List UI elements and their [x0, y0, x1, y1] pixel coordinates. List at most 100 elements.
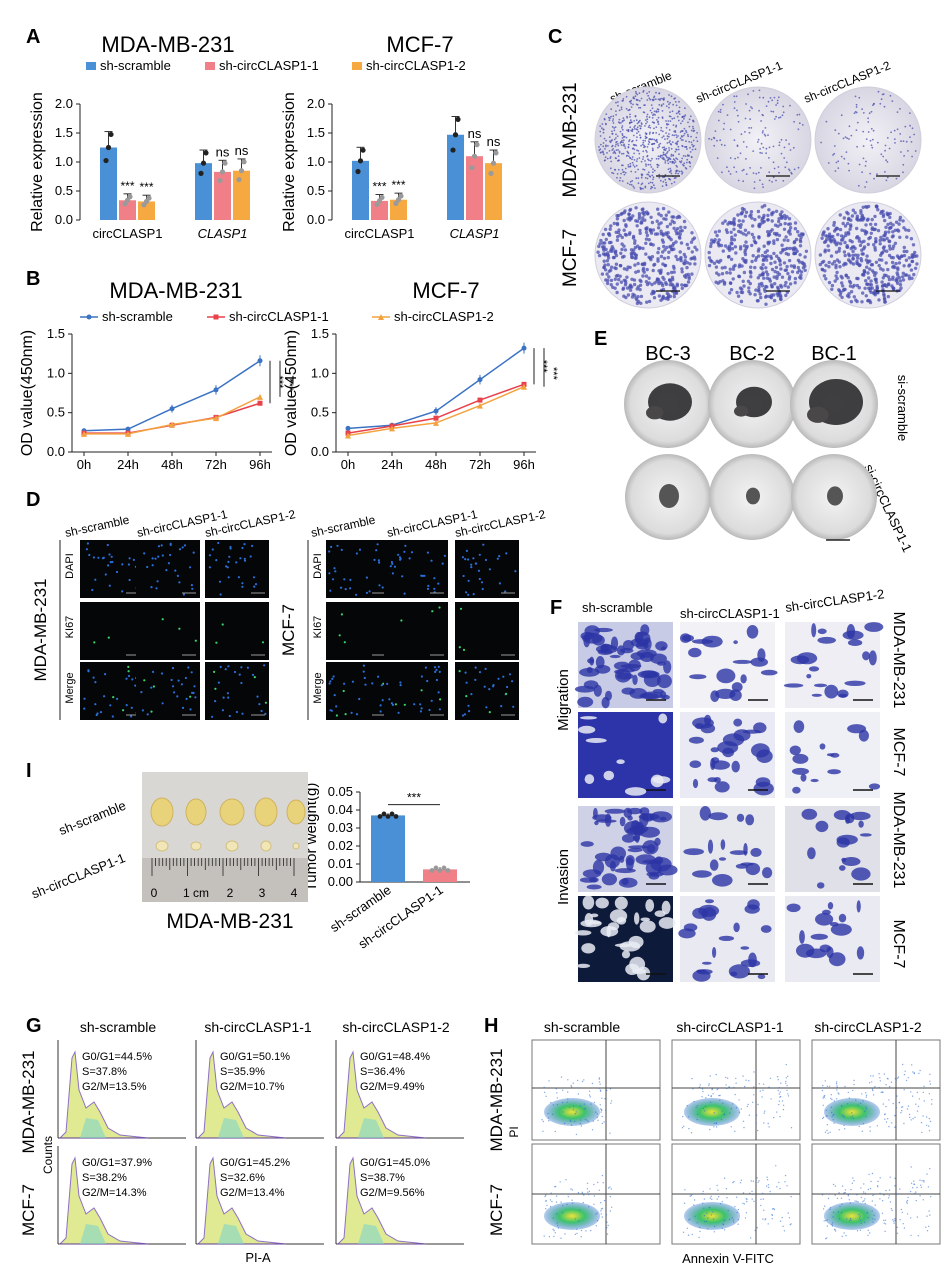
cell-dot: [611, 139, 613, 141]
event-dot: [897, 1076, 900, 1078]
event-dot: [610, 1100, 613, 1102]
cell-dot: [686, 246, 691, 250]
cell-dot: [678, 100, 680, 103]
event-dot: [761, 1192, 764, 1195]
cell-dot: [735, 290, 739, 295]
cell-dot: [651, 174, 654, 177]
event-dot: [755, 1114, 758, 1116]
cell-dot: [769, 295, 773, 299]
cell-dot: [664, 213, 668, 217]
event-dot: [556, 1222, 558, 1224]
cell-dot: [644, 252, 648, 256]
stained-cell: [589, 877, 599, 883]
cell-dot: [902, 249, 906, 254]
cell-dot: [778, 258, 782, 262]
stained-cell: [819, 743, 826, 750]
event-dot: [721, 1110, 723, 1112]
event-dot: [689, 1218, 691, 1220]
cell-dot: [753, 293, 757, 297]
cell-dot: [895, 271, 899, 275]
cell-dot: [612, 122, 615, 124]
spheroid-lobe: [646, 406, 664, 420]
cell-dot: [627, 232, 632, 236]
cell-dot: [611, 255, 616, 260]
nucleus: [249, 555, 252, 558]
stained-cell: [730, 971, 738, 977]
cell-dot: [853, 112, 856, 115]
cell-dot: [872, 270, 876, 275]
event-dot: [784, 1181, 786, 1183]
event-dot: [567, 1196, 569, 1198]
event-dot: [863, 1200, 865, 1202]
cell-dot: [650, 282, 654, 287]
cell-dot: [642, 213, 646, 217]
event-dot: [702, 1107, 705, 1110]
event-dot: [778, 1086, 780, 1089]
cell-dot: [610, 160, 613, 163]
y-tick-label: 0.01: [328, 856, 353, 871]
cell-dot: [792, 240, 796, 245]
cell-dot: [662, 103, 665, 105]
cell-dot: [648, 116, 651, 119]
cell-dot: [873, 273, 877, 278]
event-dot: [735, 1082, 737, 1084]
nucleus: [332, 675, 335, 678]
event-dot: [603, 1199, 606, 1202]
cell-dot: [601, 232, 605, 237]
nucleus: [104, 673, 107, 676]
nucleus: [238, 673, 241, 676]
nucleus: [362, 664, 365, 667]
event-dot: [865, 1108, 868, 1110]
stained-cell: [830, 923, 852, 936]
cell-dot: [649, 163, 652, 166]
cell-dot: [622, 218, 626, 223]
cell-dot: [641, 174, 643, 177]
cell-dot: [896, 266, 900, 270]
event-dot: [725, 1084, 727, 1086]
event-dot: [698, 1236, 700, 1239]
event-dot: [894, 1219, 896, 1222]
event-dot: [860, 1222, 863, 1224]
event-dot: [682, 1115, 684, 1118]
cell-dot: [666, 135, 669, 138]
nucleus: [215, 559, 218, 562]
cell-dot: [641, 216, 645, 220]
cell-dot: [715, 233, 719, 238]
cell-dot: [678, 250, 682, 254]
data-point: [257, 358, 263, 364]
event-dot: [601, 1174, 604, 1177]
cell-dot: [862, 216, 866, 220]
cell-dot: [914, 150, 917, 152]
cell-dot: [835, 161, 838, 164]
cell-dot: [842, 263, 846, 267]
stained-cell: [827, 769, 841, 775]
cell-dot: [621, 133, 624, 135]
cell-dot: [686, 133, 689, 136]
cell-dot: [831, 234, 835, 239]
legend-label: sh-circCLASP1-1: [219, 58, 319, 73]
nucleus: [214, 700, 217, 703]
cell-dot: [628, 285, 632, 289]
event-dot: [777, 1079, 779, 1081]
cell-dot: [645, 165, 647, 167]
cell-dot: [737, 219, 741, 223]
cell-dot: [784, 293, 788, 298]
nucleus: [364, 683, 367, 686]
cell-dot: [657, 212, 661, 216]
cell-dot: [635, 128, 638, 131]
cell-dot: [681, 135, 683, 138]
nucleus: [227, 576, 230, 579]
cell-dot: [600, 272, 605, 276]
stained-cell: [796, 652, 818, 665]
cell-dot: [607, 275, 611, 279]
cell-dot: [759, 148, 761, 150]
stained-cell: [639, 920, 656, 933]
nucleus: [391, 562, 394, 566]
event-dot: [825, 1115, 827, 1117]
cell-dot: [740, 211, 744, 216]
column-label: sh-circCLASP1-1: [676, 1019, 784, 1035]
y-tick-label: 0.0: [311, 444, 329, 459]
cell-dot: [692, 130, 695, 133]
event-dot: [894, 1185, 896, 1187]
event-dot: [693, 1199, 696, 1201]
